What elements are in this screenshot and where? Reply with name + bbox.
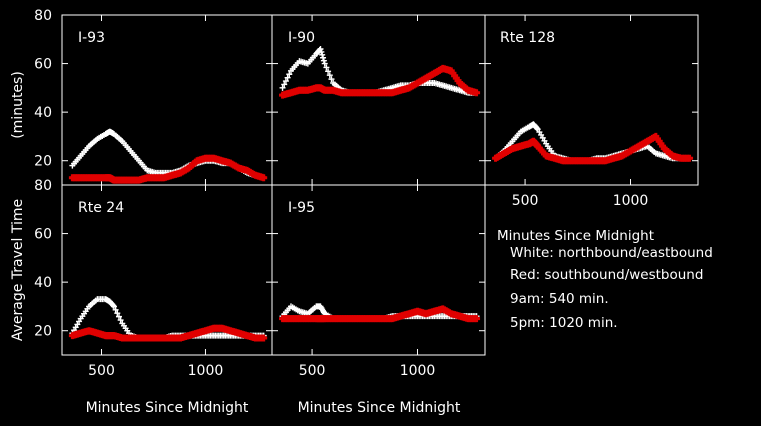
data-point (110, 302, 117, 309)
x-tick-label: 1000 (613, 193, 649, 209)
panel-rte-128: 500 1000 Rte 128 (484, 14, 699, 209)
y-tick-label: 60 (34, 227, 52, 243)
data-point (326, 72, 333, 79)
data-point (284, 74, 291, 81)
data-point (321, 60, 328, 67)
x-axis-label-left: Minutes Since Midnight (86, 400, 249, 416)
legend-5pm-note: 5pm: 1020 min. (510, 315, 618, 331)
x-tick-label: 500 (512, 193, 539, 209)
y-tick-label: 80 (34, 178, 52, 194)
panel-title-i-95: I-95 (288, 200, 315, 216)
data-point (317, 46, 324, 52)
southbound-series-rte-24 (68, 324, 268, 342)
data-point (279, 84, 286, 91)
panel-title-i-93: I-93 (78, 30, 105, 46)
data-point (473, 89, 481, 97)
data-point (686, 154, 694, 162)
panel-title-rte-24: Rte 24 (78, 200, 124, 216)
data-point (320, 54, 327, 61)
southbound-series-i-95 (279, 305, 481, 323)
data-point (325, 68, 332, 75)
data-point (473, 315, 481, 323)
y-tick-label: 60 (34, 57, 52, 73)
y-tick-label: 20 (34, 154, 52, 170)
data-point (114, 310, 121, 317)
panel-title-rte-128: Rte 128 (500, 30, 555, 46)
data-point (286, 71, 293, 78)
southbound-series-i-93 (68, 154, 268, 184)
data-point (319, 51, 326, 58)
x-tick-label: 1000 (400, 363, 436, 379)
y-tick-label: 40 (34, 105, 52, 121)
southbound-series-rte-128 (492, 132, 694, 165)
y-tick-label: 20 (34, 324, 52, 340)
y-axis-units-label: (minutes) (10, 71, 26, 139)
y-tick-label: 80 (34, 8, 52, 24)
data-point (328, 76, 335, 83)
data-point (112, 306, 119, 313)
data-point (533, 125, 540, 132)
data-point (260, 174, 268, 182)
panel-frame-rte-128 (484, 14, 699, 186)
data-point (323, 64, 330, 71)
panel-i-93: 20 40 60 80 I-93 (34, 8, 273, 186)
data-point (318, 48, 325, 55)
data-point (110, 303, 117, 310)
panel-i-95: 500 1000 I-95 (271, 184, 486, 379)
legend-title: Minutes Since Midnight (497, 228, 655, 244)
panel-frame-i-95 (271, 184, 486, 356)
legend-red-entry: Red: southbound/westbound (510, 267, 704, 283)
y-axis-main-label: Average Travel Time (10, 199, 26, 341)
southbound-series-i-90 (279, 64, 481, 99)
data-point (115, 313, 122, 320)
legend-9am-note: 9am: 540 min. (510, 291, 609, 307)
data-point (260, 334, 268, 342)
x-axis-label-middle: Minutes Since Midnight (298, 400, 461, 416)
x-tick-label: 500 (88, 363, 115, 379)
data-point (320, 57, 327, 64)
data-point (281, 81, 288, 88)
data-point (282, 78, 289, 85)
x-tick-label: 1000 (188, 363, 224, 379)
legend-white-entry: White: northbound/eastbound (510, 245, 713, 261)
panel-i-90: I-90 (271, 14, 486, 186)
x-tick-label: 500 (299, 363, 326, 379)
panel-rte-24: 20 40 60 80 500 1000 Rte 24 (34, 178, 273, 379)
panel-title-i-90: I-90 (288, 30, 315, 46)
y-tick-label: 40 (34, 275, 52, 291)
data-point (117, 317, 124, 324)
